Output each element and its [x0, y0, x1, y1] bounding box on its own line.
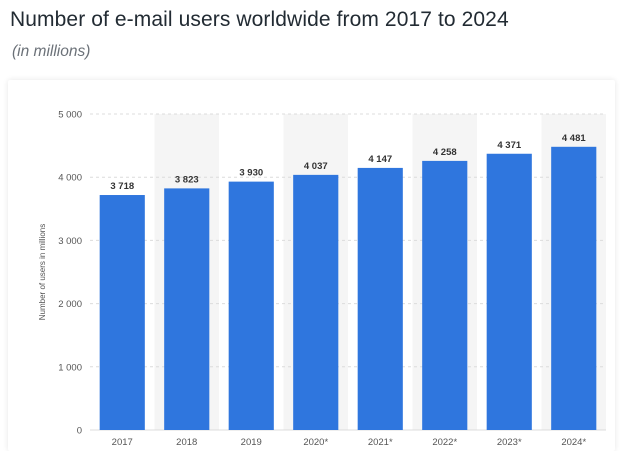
- bar[interactable]: [551, 146, 597, 431]
- y-tick-label: 4 000: [58, 173, 82, 184]
- bar-value-label: 4 481: [562, 133, 586, 144]
- bar[interactable]: [164, 188, 210, 430]
- bar-value-label: 3 930: [239, 168, 263, 179]
- bar[interactable]: [99, 195, 145, 430]
- y-tick-label: 5 000: [58, 110, 82, 121]
- x-tick-label: 2024*: [561, 437, 586, 448]
- bar[interactable]: [228, 181, 274, 430]
- x-tick-label: 2023*: [497, 437, 522, 448]
- x-tick-label: 2020*: [303, 437, 328, 448]
- bar-value-label: 4 258: [433, 147, 457, 158]
- bar-value-label: 3 718: [110, 181, 134, 192]
- y-tick-label: 0: [77, 426, 82, 437]
- x-tick-label: 2017: [112, 437, 133, 448]
- y-tick-label: 3 000: [58, 236, 82, 247]
- x-tick-label: 2021*: [368, 437, 393, 448]
- bar[interactable]: [357, 167, 403, 430]
- bar-value-label: 4 371: [497, 140, 521, 151]
- x-tick-label: 2018: [176, 437, 197, 448]
- y-tick-label: 1 000: [58, 362, 82, 373]
- bar-chart: 0 1 000 2 000 3 000 4 000 5 000 Number of user…: [38, 110, 606, 448]
- bar-value-label: 4 147: [368, 154, 392, 165]
- bar-value-label: 3 823: [175, 174, 199, 185]
- y-axis-label: Number of users in millions: [38, 224, 47, 320]
- bar-value-label: 4 037: [304, 161, 328, 172]
- y-tick-label: 2 000: [58, 299, 82, 310]
- x-tick-label: 2022*: [432, 437, 457, 448]
- chart-title: Number of e-mail users worldwide from 20…: [10, 8, 509, 31]
- chart-subtitle: (in millions): [12, 43, 91, 60]
- chart-panel: 0 1 000 2 000 3 000 4 000 5 000 Number of user…: [8, 80, 615, 451]
- bar[interactable]: [293, 174, 339, 430]
- bar[interactable]: [422, 160, 468, 430]
- bar[interactable]: [486, 153, 532, 430]
- x-tick-label: 2019: [241, 437, 262, 448]
